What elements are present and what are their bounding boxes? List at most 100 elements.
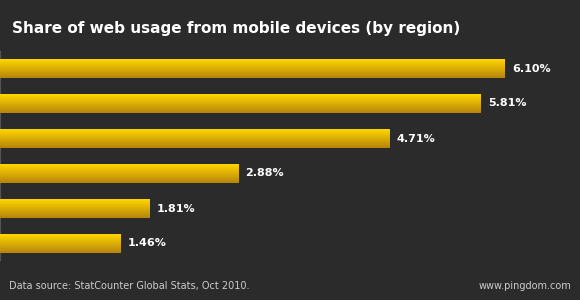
- Bar: [0, 140, 390, 141]
- Bar: [0, 77, 505, 78]
- Bar: [0, 176, 238, 177]
- Text: www.pingdom.com: www.pingdom.com: [478, 281, 571, 291]
- Bar: [0, 99, 481, 100]
- Bar: [0, 180, 238, 181]
- Bar: [0, 76, 505, 77]
- Bar: [0, 212, 150, 213]
- Text: 2.88%: 2.88%: [245, 169, 284, 178]
- Bar: [0, 172, 238, 173]
- Bar: [0, 64, 505, 65]
- Bar: [0, 244, 121, 245]
- Bar: [0, 110, 481, 111]
- Bar: [0, 102, 481, 103]
- Text: 1.46%: 1.46%: [128, 238, 166, 248]
- Bar: [0, 72, 505, 73]
- Bar: [0, 137, 390, 138]
- Bar: [0, 210, 150, 211]
- Bar: [0, 181, 238, 182]
- Text: 5.81%: 5.81%: [488, 98, 527, 109]
- Bar: [0, 169, 238, 170]
- Bar: [0, 105, 481, 106]
- Bar: [0, 107, 481, 108]
- Bar: [0, 111, 481, 112]
- Bar: [0, 146, 390, 147]
- Bar: [0, 70, 505, 71]
- Bar: [0, 134, 390, 135]
- Bar: [0, 147, 390, 148]
- Bar: [0, 66, 505, 67]
- Bar: [0, 246, 121, 247]
- Bar: [0, 61, 505, 62]
- Bar: [0, 236, 121, 237]
- Bar: [0, 65, 505, 66]
- Text: 4.71%: 4.71%: [397, 134, 436, 143]
- Bar: [0, 170, 238, 171]
- Bar: [0, 241, 121, 242]
- Bar: [0, 144, 390, 145]
- Bar: [0, 100, 481, 101]
- Bar: [0, 234, 121, 235]
- Bar: [0, 177, 238, 178]
- Bar: [0, 166, 238, 167]
- Bar: [0, 95, 481, 96]
- Bar: [0, 243, 121, 244]
- Bar: [0, 132, 390, 133]
- Bar: [0, 96, 481, 97]
- Bar: [0, 141, 390, 142]
- Bar: [0, 103, 481, 104]
- Bar: [0, 213, 150, 214]
- Bar: [0, 203, 150, 204]
- Bar: [0, 164, 238, 165]
- Bar: [0, 98, 481, 99]
- Bar: [0, 217, 150, 218]
- Bar: [0, 202, 150, 203]
- Bar: [0, 136, 390, 137]
- Bar: [0, 200, 150, 201]
- Bar: [0, 73, 505, 74]
- Bar: [0, 104, 481, 105]
- Bar: [0, 208, 150, 209]
- Bar: [0, 173, 238, 174]
- Bar: [0, 62, 505, 63]
- Bar: [0, 130, 390, 131]
- Bar: [0, 215, 150, 216]
- Bar: [0, 143, 390, 144]
- Bar: [0, 71, 505, 72]
- Bar: [0, 101, 481, 102]
- Bar: [0, 139, 390, 140]
- Bar: [0, 68, 505, 69]
- Bar: [0, 59, 505, 60]
- Bar: [0, 133, 390, 134]
- Bar: [0, 182, 238, 183]
- Bar: [0, 251, 121, 252]
- Bar: [0, 248, 121, 249]
- Bar: [0, 145, 390, 146]
- Bar: [0, 74, 505, 75]
- Bar: [0, 138, 390, 139]
- Bar: [0, 167, 238, 168]
- Bar: [0, 142, 390, 143]
- Bar: [0, 94, 481, 95]
- Bar: [0, 235, 121, 236]
- Bar: [0, 108, 481, 109]
- Bar: [0, 237, 121, 238]
- Bar: [0, 207, 150, 208]
- Text: 6.10%: 6.10%: [512, 64, 550, 74]
- Bar: [0, 242, 121, 243]
- Bar: [0, 165, 238, 166]
- Bar: [0, 247, 121, 248]
- Bar: [0, 249, 121, 250]
- Bar: [0, 238, 121, 239]
- Bar: [0, 129, 390, 130]
- Bar: [0, 252, 121, 253]
- Bar: [0, 178, 238, 179]
- Bar: [0, 106, 481, 107]
- Bar: [0, 174, 238, 175]
- Text: Share of web usage from mobile devices (by region): Share of web usage from mobile devices (…: [12, 20, 460, 35]
- Bar: [0, 179, 238, 180]
- Bar: [0, 67, 505, 68]
- Bar: [0, 205, 150, 206]
- Text: Data source: StatCounter Global Stats, Oct 2010.: Data source: StatCounter Global Stats, O…: [9, 281, 249, 291]
- Bar: [0, 135, 390, 136]
- Bar: [0, 75, 505, 76]
